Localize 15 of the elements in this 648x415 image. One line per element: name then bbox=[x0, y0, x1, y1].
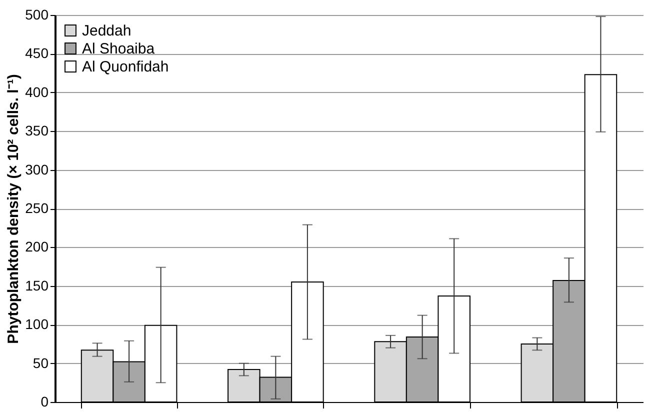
y-axis-title: Phytoplankton density (× 10² cells. l⁻¹) bbox=[5, 74, 22, 344]
y-tick-label: 500 bbox=[25, 6, 49, 22]
y-tick-label: 100 bbox=[25, 316, 49, 332]
legend-label: Al Quonfidah bbox=[82, 58, 169, 76]
y-tick-label: 50 bbox=[32, 354, 49, 371]
y-tick-label: 0 bbox=[40, 394, 49, 410]
y-tick-label: 450 bbox=[25, 45, 49, 62]
y-tick-label: 300 bbox=[25, 161, 49, 178]
y-tick-label: 250 bbox=[25, 200, 49, 216]
y-tick-label: 350 bbox=[25, 122, 49, 139]
legend-label: Jeddah bbox=[82, 22, 132, 40]
y-tick-label: 200 bbox=[25, 238, 49, 255]
y-tick-label: 150 bbox=[25, 277, 49, 294]
y-tick-label: 400 bbox=[25, 84, 49, 100]
legend-label: Al Shoaiba bbox=[82, 40, 156, 58]
